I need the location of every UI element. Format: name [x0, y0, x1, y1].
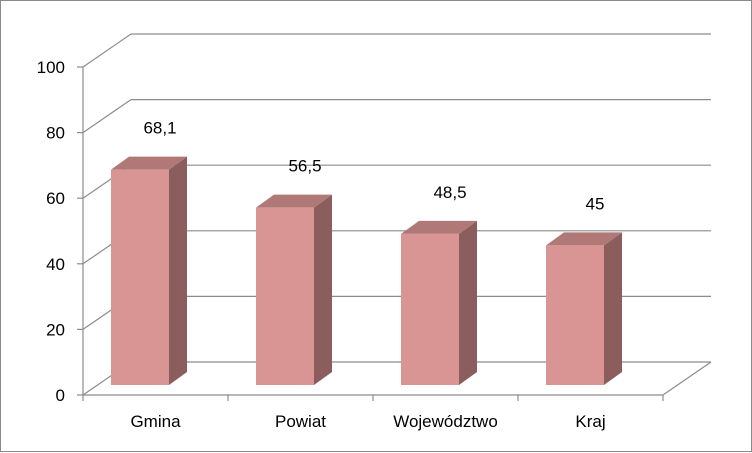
category-label: Powiat — [275, 412, 326, 431]
bar — [256, 194, 332, 385]
bar-top — [546, 232, 622, 246]
data-label: 45 — [586, 194, 605, 213]
y-axis-tick-labels: 0 20 40 60 80 100 — [37, 58, 65, 405]
bar-top — [401, 220, 477, 234]
bar-side — [459, 220, 477, 385]
category-label: Kraj — [575, 412, 605, 431]
y-tick-label: 100 — [37, 58, 65, 77]
data-labels: 68,1 56,5 48,5 45 — [143, 119, 604, 214]
data-label: 56,5 — [288, 157, 321, 176]
bar — [111, 156, 187, 385]
y-tick-label: 20 — [46, 320, 65, 339]
y-tick-label: 40 — [46, 255, 65, 274]
bar-top — [256, 194, 332, 208]
axes — [77, 66, 664, 401]
y-tick-label: 60 — [46, 189, 65, 208]
bars — [111, 156, 622, 385]
data-label: 48,5 — [433, 183, 466, 202]
bar-side — [604, 232, 622, 385]
gridline-depth — [82, 99, 132, 134]
category-label: Gmina — [130, 412, 181, 431]
bar-side — [314, 194, 332, 385]
data-label: 68,1 — [143, 119, 176, 138]
category-label: Województwo — [393, 412, 498, 431]
bar-top — [111, 156, 187, 170]
bar-front — [256, 207, 314, 385]
floor-edge — [662, 361, 712, 396]
bar-side — [169, 156, 187, 385]
y-tick-label: 0 — [56, 386, 65, 405]
bar-front — [546, 245, 604, 385]
gridline-depth — [82, 33, 132, 68]
bar — [546, 232, 622, 385]
y-tick-label: 80 — [46, 124, 65, 143]
bar — [401, 220, 477, 385]
bar-front — [401, 233, 459, 385]
x-axis-category-labels: Gmina Powiat Województwo Kraj — [130, 412, 605, 431]
bar-front — [111, 169, 169, 385]
